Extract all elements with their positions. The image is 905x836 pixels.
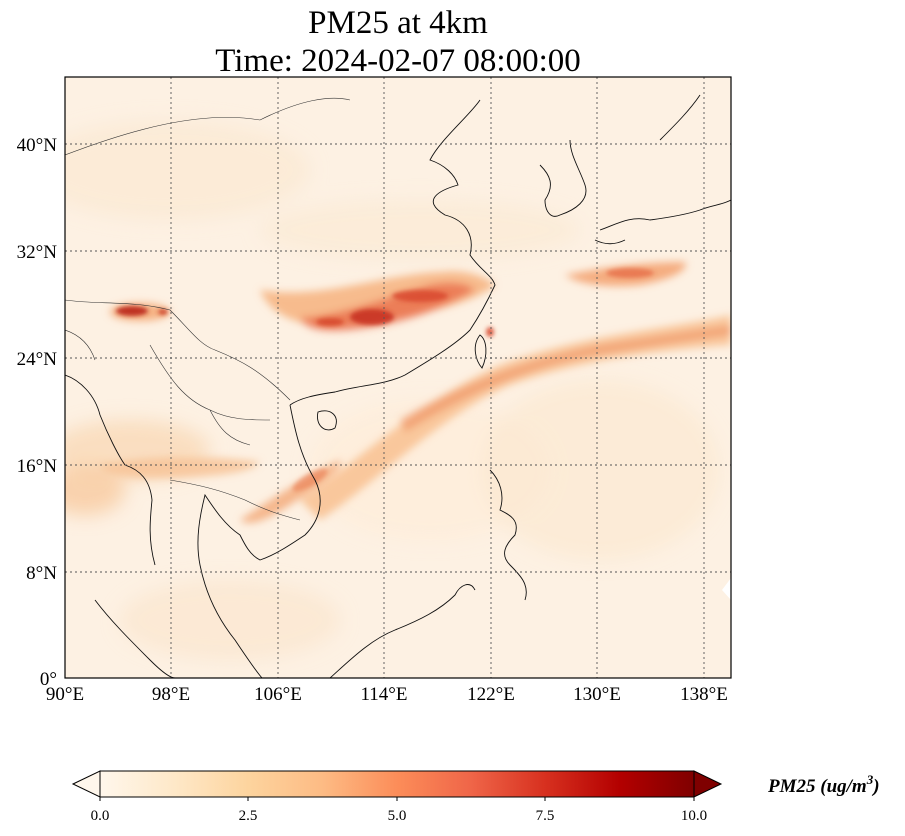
- y-tick: 8°N: [26, 563, 57, 584]
- y-tick: 16°N: [17, 456, 58, 477]
- graticule: [65, 77, 731, 678]
- map-title: PM25 at 4km Time: 2024-02-07 08:00:00: [0, 4, 796, 80]
- x-tick: 138°E: [680, 684, 728, 705]
- country-borders: [65, 97, 351, 521]
- plot-frame: [64, 76, 732, 679]
- colorbar-ticks: [99, 797, 695, 801]
- colorbar-tick-label: 7.5: [536, 808, 555, 824]
- y-tick: 24°N: [17, 349, 58, 370]
- x-tick: 114°E: [361, 684, 408, 705]
- x-tick: 106°E: [254, 684, 302, 705]
- colorbar-extend-max: [693, 770, 723, 798]
- field-core-layer: [116, 268, 654, 492]
- colorbar-tick-label: 0.0: [91, 808, 110, 824]
- y-tick: 32°N: [17, 242, 58, 263]
- y-tick: 40°N: [17, 135, 58, 156]
- colorbar-label-sup: 3: [866, 772, 874, 787]
- y-tick: 0°: [40, 669, 57, 690]
- colorbar-gradient: [99, 770, 695, 798]
- colorbar-tick-label: 2.5: [239, 808, 258, 824]
- x-tick: 98°E: [152, 684, 190, 705]
- colorbar: 0.0 2.5 5.0 7.5 10.0 PM25 (ug/m3): [71, 770, 880, 824]
- x-tick-labels: 90°E 98°E 106°E 114°E 122°E 130°E 138°E: [46, 684, 728, 705]
- title-line-time: Time: 2024-02-07 08:00:00: [215, 43, 581, 79]
- x-tick: 90°E: [46, 684, 84, 705]
- colorbar-tick-label: 5.0: [388, 808, 407, 824]
- colorbar-label-close: ): [871, 776, 879, 797]
- colorbar-label: PM25 (ug/m3): [767, 772, 880, 797]
- colorbar-label-main: PM25 (ug/m: [767, 776, 867, 797]
- field-wash-layer: [65, 120, 720, 660]
- y-tick-labels: 0° 8°N 16°N 24°N 32°N 40°N: [17, 135, 58, 690]
- title-line-variable: PM25 at 4km: [308, 5, 488, 41]
- x-tick: 122°E: [467, 684, 515, 705]
- colorbar-tick-label: 10.0: [681, 808, 707, 824]
- x-tick: 130°E: [573, 684, 621, 705]
- field-plume-layer: [100, 262, 731, 523]
- pm25-field: [65, 77, 731, 678]
- colorbar-extend-min: [71, 770, 101, 798]
